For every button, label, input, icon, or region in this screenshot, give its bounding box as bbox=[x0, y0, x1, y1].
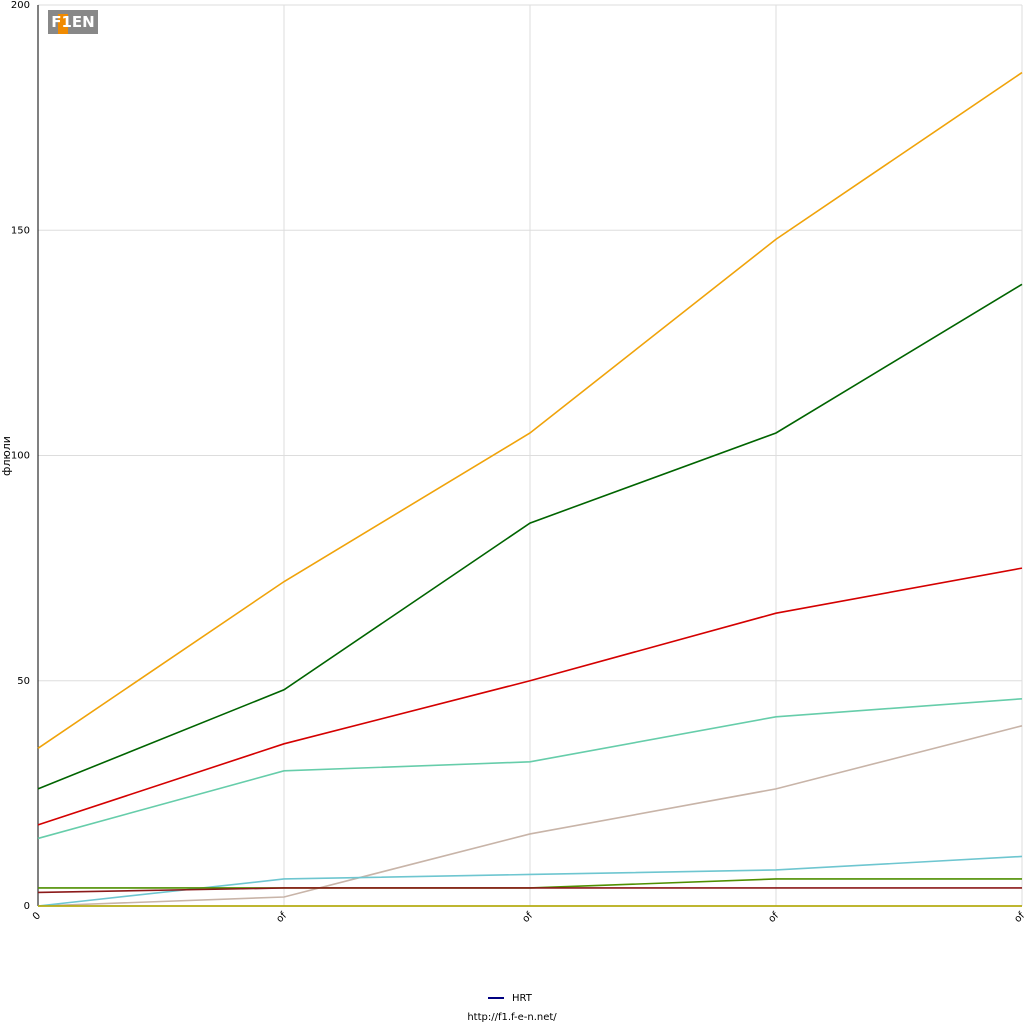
series-line bbox=[37, 71, 1023, 749]
x-tick-label: of bbox=[1013, 910, 1024, 925]
y-tick-label: 0 bbox=[24, 901, 30, 912]
logo-text: F1EN bbox=[51, 13, 94, 31]
logo: F1EN bbox=[48, 10, 98, 34]
y-tick-label: 200 bbox=[11, 0, 30, 11]
legend-label: HRT bbox=[512, 993, 533, 1004]
series-line bbox=[37, 697, 1023, 840]
x-tick-label: of bbox=[767, 910, 782, 925]
x-tick-label: of bbox=[275, 910, 290, 925]
x-tick-label: of bbox=[521, 910, 536, 925]
footer: http://f1.f-e-n.net/ bbox=[467, 1012, 557, 1023]
series-line bbox=[37, 887, 1022, 894]
y-axis-label: флюли bbox=[0, 436, 13, 476]
y-tick-label: 50 bbox=[17, 676, 30, 687]
x-tick-label: 0 bbox=[31, 910, 43, 922]
logo-accent bbox=[58, 14, 68, 34]
series-line bbox=[37, 567, 1023, 826]
series-line bbox=[37, 283, 1023, 790]
series-line bbox=[37, 725, 1023, 907]
y-tick-label: 150 bbox=[11, 225, 30, 236]
y-tick-label: 100 bbox=[11, 451, 30, 462]
logo-box bbox=[48, 10, 98, 34]
